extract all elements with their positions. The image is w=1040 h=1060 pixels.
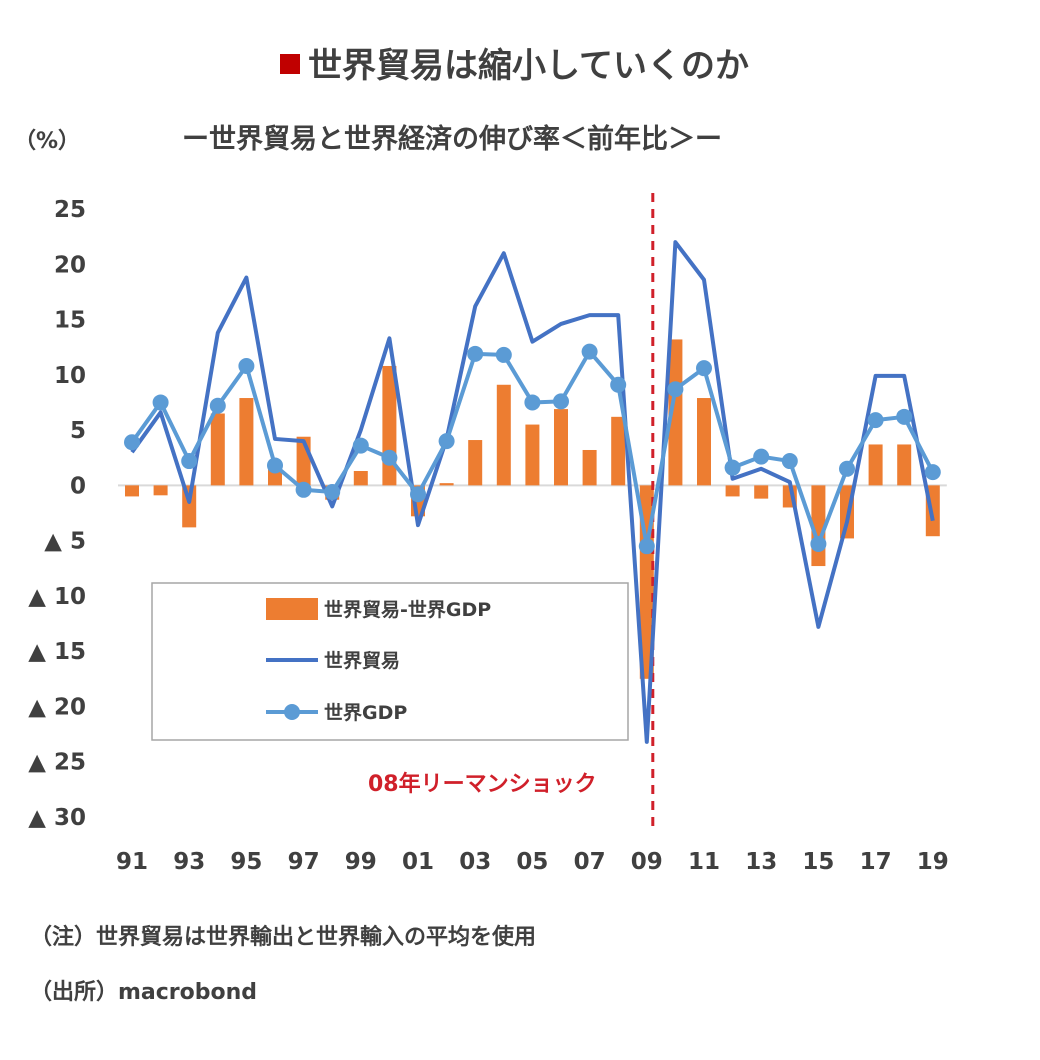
x-tick-label: 91 bbox=[116, 849, 148, 875]
bar bbox=[897, 444, 912, 486]
gdp-point bbox=[696, 360, 712, 377]
source-note: （出所）macrobond bbox=[30, 980, 257, 1005]
gdp-point bbox=[209, 397, 226, 414]
gdp-point bbox=[524, 394, 541, 411]
gdp-point bbox=[610, 376, 627, 393]
bar bbox=[525, 424, 540, 486]
gdp-point bbox=[267, 457, 283, 474]
gdp-point bbox=[295, 481, 312, 498]
x-tick-label: 19 bbox=[917, 849, 949, 875]
x-tick-label: 95 bbox=[230, 849, 262, 875]
gdp-point bbox=[495, 346, 512, 363]
x-tick-label: 03 bbox=[459, 849, 491, 875]
gdp-point bbox=[867, 412, 884, 429]
gdp-point bbox=[667, 381, 684, 398]
y-tick-label: ▲ 30 bbox=[28, 805, 86, 831]
bar bbox=[239, 398, 254, 486]
legend-label-trade: 世界貿易 bbox=[324, 649, 400, 672]
bar bbox=[153, 485, 168, 496]
x-tick-label: 15 bbox=[802, 849, 834, 875]
bar bbox=[554, 409, 568, 486]
bar bbox=[439, 483, 454, 486]
lehman-annotation: 08年リーマンショック bbox=[368, 771, 597, 797]
x-tick-label: 01 bbox=[402, 849, 434, 875]
y-tick-label: ▲ 20 bbox=[28, 694, 86, 720]
x-tick-label: 97 bbox=[288, 849, 320, 875]
gdp-point bbox=[124, 434, 140, 451]
gdp-point bbox=[781, 453, 798, 470]
y-tick-label: 25 bbox=[54, 197, 86, 223]
x-tick-label: 99 bbox=[345, 849, 377, 875]
legend: 世界貿易-世界GDP 世界貿易 世界GDP bbox=[151, 582, 629, 741]
bar bbox=[496, 384, 511, 486]
gdp-point bbox=[352, 437, 369, 454]
gdp-point bbox=[438, 433, 455, 450]
y-tick-label: ▲ 15 bbox=[28, 639, 86, 665]
y-tick-label: ▲ 5 bbox=[44, 529, 86, 555]
bar bbox=[868, 444, 883, 486]
footnote: （注）世界貿易は世界輸出と世界輸入の平均を使用 bbox=[30, 924, 536, 950]
bar bbox=[268, 468, 282, 486]
gdp-point bbox=[638, 538, 655, 555]
y-axis-ticks: 25 20 15 10 5 0 ▲ 5 ▲ 10 ▲ 15 ▲ 20 ▲ 25 ▲ 30 bbox=[28, 197, 86, 831]
x-tick-label: 13 bbox=[745, 849, 777, 875]
gdp-point bbox=[410, 486, 426, 503]
chart-subtitle: ー世界貿易と世界経済の伸び率＜前年比＞ー bbox=[182, 123, 722, 155]
bar bbox=[611, 416, 626, 486]
bar bbox=[468, 440, 483, 486]
gdp-point bbox=[324, 483, 341, 500]
gdp-point bbox=[896, 408, 913, 425]
gdp-point bbox=[724, 459, 741, 476]
gdp-point bbox=[238, 357, 255, 374]
y-tick-label: 10 bbox=[54, 363, 86, 389]
gdp-point bbox=[181, 453, 198, 470]
legend-label-bar: 世界貿易-世界GDP bbox=[324, 598, 491, 621]
bar bbox=[725, 485, 740, 497]
bar bbox=[668, 339, 683, 486]
gdp-point bbox=[810, 535, 827, 552]
bar-series bbox=[125, 339, 940, 679]
legend-label-gdp: 世界GDP bbox=[324, 702, 407, 724]
y-tick-label: ▲ 25 bbox=[28, 750, 86, 776]
gdp-point bbox=[467, 345, 484, 362]
trade-series-line bbox=[130, 240, 935, 744]
bar bbox=[754, 485, 769, 499]
gdp-point bbox=[839, 460, 855, 477]
bar bbox=[382, 365, 397, 486]
bar bbox=[582, 449, 597, 486]
bar bbox=[353, 470, 368, 486]
bar bbox=[697, 398, 711, 486]
bar bbox=[210, 413, 225, 486]
legend-swatch-bar bbox=[266, 598, 318, 620]
legend-box bbox=[151, 582, 629, 741]
chart-title: 世界貿易は縮小していくのか bbox=[308, 46, 749, 86]
y-tick-label: 5 bbox=[70, 418, 86, 444]
gdp-point bbox=[581, 343, 598, 360]
gdp-point bbox=[553, 393, 569, 410]
gdp-series-markers bbox=[124, 343, 941, 555]
x-tick-label: 07 bbox=[574, 849, 606, 875]
x-tick-label: 09 bbox=[631, 849, 663, 875]
gdp-point bbox=[753, 448, 770, 465]
y-tick-label: 15 bbox=[54, 308, 86, 334]
unit-label: （%） bbox=[14, 129, 80, 154]
gdp-point bbox=[381, 449, 398, 466]
y-tick-label: 20 bbox=[54, 252, 86, 278]
legend-swatch-gdp-marker bbox=[284, 704, 300, 720]
gdp-point bbox=[152, 394, 169, 411]
x-tick-label: 17 bbox=[860, 849, 892, 875]
title-marker bbox=[280, 54, 300, 74]
x-tick-label: 93 bbox=[173, 849, 205, 875]
x-tick-label: 11 bbox=[688, 849, 720, 875]
y-tick-label: 0 bbox=[70, 473, 86, 499]
gdp-point bbox=[924, 464, 941, 481]
x-axis-ticks: 91 93 95 97 99 01 03 05 07 09 11 13 15 17 19 bbox=[116, 849, 949, 875]
y-tick-label: ▲ 10 bbox=[28, 584, 86, 610]
x-tick-label: 05 bbox=[516, 849, 548, 875]
bar bbox=[125, 485, 139, 497]
